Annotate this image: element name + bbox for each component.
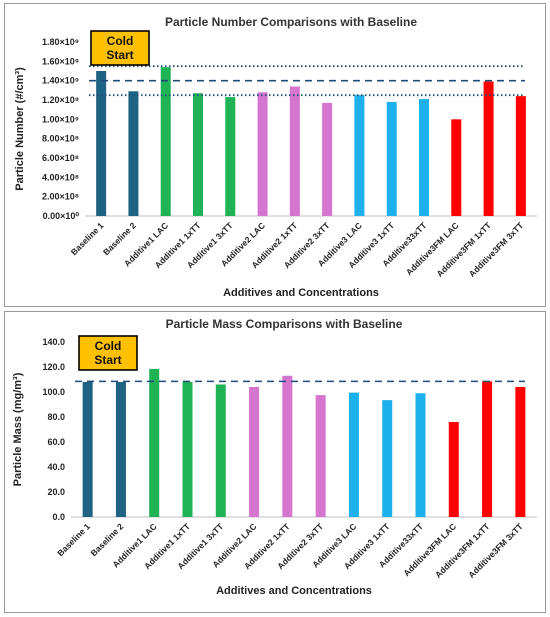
bar-13 (482, 381, 493, 517)
particle-number-panel: Particle Number Comparisons with Baselin… (4, 3, 546, 307)
cold-start-line1: Cold (95, 339, 122, 353)
bar-14 (515, 387, 526, 517)
bar-9 (348, 392, 359, 517)
particle-mass-chart: Particle Mass Comparisons with Baseline 0… (12, 317, 537, 597)
category-label: Additive3FM 3xTT (467, 220, 526, 279)
bar-8 (322, 102, 333, 216)
cold-start-line2: Start (106, 48, 133, 62)
category-label: Baseline 1 (69, 220, 106, 257)
chart-title: Particle Number Comparisons with Baselin… (165, 15, 417, 29)
bar-10 (382, 400, 393, 517)
cold-start-box (78, 335, 138, 371)
bar-5 (215, 384, 226, 517)
y-tick-label: 1.60×10⁹ (42, 56, 79, 66)
bar-7 (289, 86, 300, 216)
category-label: Baseline 1 (55, 521, 92, 558)
category-label: Additive3FM 1xTT (434, 220, 493, 279)
bar-3 (160, 67, 171, 216)
bar-8 (315, 395, 326, 517)
y-tick-label: 1.20×10⁹ (42, 95, 79, 105)
bar-2 (115, 382, 126, 517)
bar-12 (448, 422, 459, 517)
bar-4 (193, 93, 203, 216)
y-tick-label: 8.00×10⁸ (42, 134, 79, 144)
cold-start-box (90, 30, 150, 66)
chart-title: Particle Mass Comparisons with Baseline (166, 317, 403, 331)
bar-10 (386, 101, 397, 216)
y-tick-label: 40.0 (47, 462, 65, 472)
y-tick-label: 80.0 (47, 412, 65, 422)
y-tick-label: 1.40×10⁹ (42, 76, 79, 86)
y-tick-label: 120.0 (42, 362, 65, 372)
x-axis-title: Additives and Concentrations (216, 585, 372, 597)
bar-13 (483, 81, 494, 216)
bar-11 (419, 99, 429, 216)
y-tick-label: 20.0 (47, 487, 65, 497)
cold-start-line1: Cold (107, 34, 134, 48)
x-axis-title: Additives and Concentrations (223, 287, 379, 299)
bar-1 (82, 382, 93, 517)
y-tick-label: 1.80×10⁹ (42, 37, 79, 47)
bar-3 (149, 368, 160, 517)
y-axis-title: Particle Number (#/cm³) (14, 67, 26, 191)
y-tick-label: 1.00×10⁹ (42, 114, 79, 124)
bar-11 (415, 393, 426, 517)
y-tick-label: 100.0 (42, 387, 65, 397)
bar-6 (257, 92, 268, 216)
y-tick-label: 0.00×10⁰ (43, 211, 80, 221)
bar-12 (451, 119, 462, 216)
y-tick-label: 60.0 (47, 437, 65, 447)
bar-6 (249, 387, 260, 517)
bar-7 (282, 375, 293, 517)
bar-1 (96, 71, 107, 216)
bar-4 (182, 382, 193, 517)
particle-number-chart: Particle Number Comparisons with Baselin… (14, 15, 537, 299)
y-tick-label: 6.00×10⁸ (42, 153, 79, 163)
cold-start-line2: Start (94, 353, 121, 367)
bar-9 (354, 95, 365, 216)
bar-14 (515, 96, 526, 216)
bar-2 (128, 91, 139, 216)
y-tick-label: 4.00×10⁸ (42, 172, 79, 182)
y-tick-label: 140.0 (42, 337, 65, 347)
y-tick-label: 0.0 (52, 512, 65, 522)
bar-5 (225, 97, 236, 216)
y-tick-label: 2.00×10⁸ (42, 192, 79, 202)
y-axis-title: Particle Mass (mg/m³) (12, 372, 24, 486)
particle-mass-panel: Particle Mass Comparisons with Baseline 0… (4, 311, 546, 613)
